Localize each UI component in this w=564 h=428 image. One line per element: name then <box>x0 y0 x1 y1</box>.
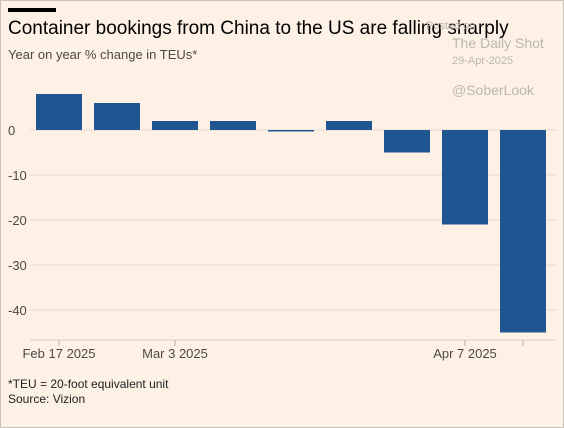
x-tick-label: Mar 3 2025 <box>142 346 208 361</box>
watermark-posted-on: Posted on <box>426 20 476 32</box>
y-tick-label: -20 <box>8 213 27 228</box>
watermark-date: 29-Apr-2025 <box>452 55 514 67</box>
y-tick-label: -10 <box>8 168 27 183</box>
chart-subtitle: Year on year % change in TEUs* <box>8 47 198 62</box>
x-tick-label: Feb 17 2025 <box>22 346 95 361</box>
y-tick-label: -30 <box>8 258 27 273</box>
bar <box>210 121 256 130</box>
bar <box>94 103 140 130</box>
bar <box>268 130 314 132</box>
source-note: Source: Vizion <box>8 392 86 406</box>
bar <box>442 130 488 225</box>
chart-title: Container bookings from China to the US … <box>8 18 509 39</box>
x-tick-label: Apr 7 2025 <box>433 346 497 361</box>
bar <box>152 121 198 130</box>
watermark-source-name: The Daily Shot <box>452 35 544 51</box>
bar <box>36 94 82 130</box>
bar <box>326 121 372 130</box>
header-accent-bar <box>8 8 56 12</box>
footnote: *TEU = 20-foot equivalent unit <box>8 377 169 391</box>
watermark-handle: @SoberLook <box>452 82 534 98</box>
y-tick-label: -40 <box>8 303 27 318</box>
bar <box>500 130 546 333</box>
bar <box>384 130 430 153</box>
y-tick-label: 0 <box>8 123 15 138</box>
